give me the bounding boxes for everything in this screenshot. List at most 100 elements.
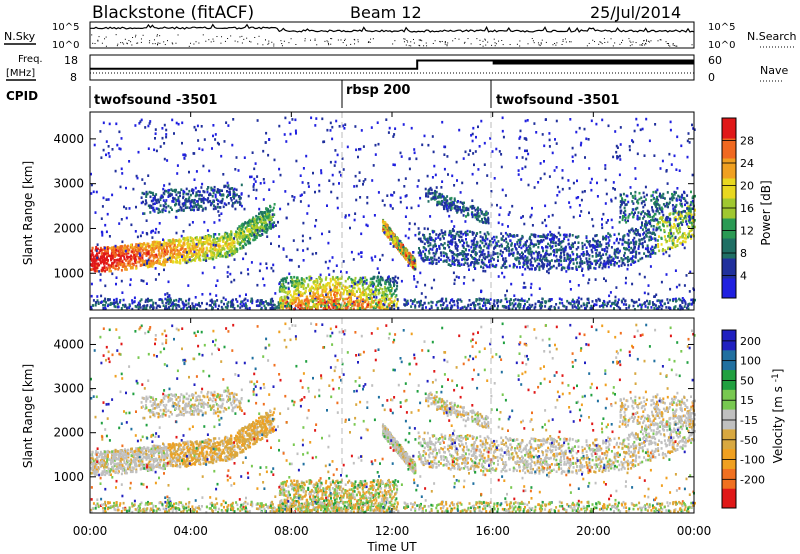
heatmap-cell (283, 290, 286, 294)
heatmap-cell (369, 290, 372, 294)
heatmap-cell (303, 302, 305, 306)
heatmap-cell (450, 235, 453, 239)
heatmap-cell (215, 198, 218, 201)
heatmap-cell (654, 233, 657, 236)
heatmap-cell (449, 264, 452, 267)
heatmap-cell (218, 248, 221, 252)
heatmap-cell (659, 217, 661, 220)
heatmap-cell (574, 235, 577, 239)
heatmap-cell (441, 120, 444, 124)
heatmap-cell (397, 238, 400, 242)
heatmap-cell (135, 260, 138, 264)
heatmap-cell (240, 192, 243, 195)
heatmap-cell (658, 207, 661, 210)
heatmap-cell (394, 239, 397, 242)
heatmap-cell (456, 255, 459, 258)
heatmap-cell (458, 230, 461, 234)
heatmap-cell (664, 204, 667, 208)
heatmap-cell (230, 253, 233, 257)
heatmap-cell (255, 220, 258, 224)
heatmap-cell (105, 153, 107, 157)
heatmap-cell (167, 244, 170, 248)
heatmap-cell (233, 244, 236, 248)
heatmap-cell (95, 247, 98, 251)
heatmap-cell (184, 203, 187, 207)
heatmap-cell (418, 247, 420, 250)
heatmap-cell (159, 244, 162, 248)
heatmap-cell (665, 202, 668, 206)
heatmap-cell (298, 298, 300, 302)
heatmap-cell (554, 234, 557, 238)
heatmap-cell (203, 252, 205, 256)
heatmap-cell (554, 259, 557, 263)
heatmap-cell (148, 245, 151, 248)
heatmap-cell (471, 230, 474, 234)
heatmap-cell (172, 253, 174, 256)
heatmap-cell (114, 267, 117, 271)
heatmap-cell (619, 126, 622, 129)
heatmap-cell (516, 256, 519, 259)
heatmap-cell (462, 254, 464, 257)
heatmap-cell (211, 251, 214, 254)
heatmap-cell (657, 221, 660, 224)
heatmap-cell (169, 297, 172, 300)
heatmap-cell (249, 228, 252, 232)
heatmap-cell (607, 241, 610, 245)
heatmap-cell (689, 210, 692, 213)
heatmap-cell (317, 297, 320, 301)
heatmap-cell (638, 239, 641, 242)
heatmap-cell (568, 233, 571, 236)
heatmap-cell (542, 238, 545, 242)
heatmap-cell (576, 253, 578, 256)
heatmap-cell (466, 244, 469, 247)
heatmap-cell (133, 259, 136, 263)
heatmap-cell (252, 217, 254, 221)
heatmap-cell (471, 243, 474, 246)
heatmap-cell (647, 212, 650, 216)
heatmap-cell (332, 301, 335, 304)
heatmap-cell (272, 225, 274, 229)
heatmap-cell (256, 226, 259, 230)
heatmap-cell (649, 215, 652, 219)
heatmap-cell (654, 203, 656, 206)
heatmap-cell (487, 250, 490, 254)
heatmap-cell (93, 261, 96, 264)
heatmap-cell (419, 251, 422, 255)
heatmap-cell (311, 297, 314, 301)
heatmap-cell (691, 223, 694, 226)
heatmap-cell (666, 240, 668, 243)
heatmap-cell (658, 204, 661, 207)
heatmap-cell (99, 246, 102, 250)
heatmap-cell (230, 235, 233, 239)
heatmap-cell (470, 250, 473, 253)
heatmap-cell (177, 241, 180, 245)
heatmap-cell (553, 236, 556, 239)
heatmap-cell (449, 206, 452, 209)
heatmap-cell (476, 207, 479, 211)
heatmap-cell (530, 254, 533, 257)
heatmap-cell (151, 191, 154, 195)
heatmap-cell (672, 243, 675, 246)
heatmap-cell (543, 235, 546, 239)
heatmap-cell (175, 260, 178, 263)
heatmap-cell (652, 210, 655, 213)
heatmap-cell (390, 231, 393, 235)
heatmap-cell (474, 216, 477, 219)
heatmap-cell (159, 256, 162, 260)
heatmap-cell (159, 198, 162, 201)
heatmap-cell (98, 258, 101, 262)
heatmap-cell (465, 206, 468, 210)
heatmap-cell (128, 255, 131, 259)
heatmap-cell (400, 246, 402, 250)
heatmap-cell (530, 252, 533, 255)
heatmap-cell (400, 155, 403, 158)
heatmap-cell (538, 240, 541, 243)
heatmap-cell (162, 263, 165, 266)
heatmap-cell (471, 239, 474, 243)
heatmap-cell (295, 296, 298, 300)
heatmap-cell (201, 243, 204, 246)
heatmap-cell (457, 260, 460, 263)
heatmap-cell (123, 247, 125, 250)
heatmap-cell (636, 217, 639, 220)
heatmap-cell (548, 260, 551, 263)
